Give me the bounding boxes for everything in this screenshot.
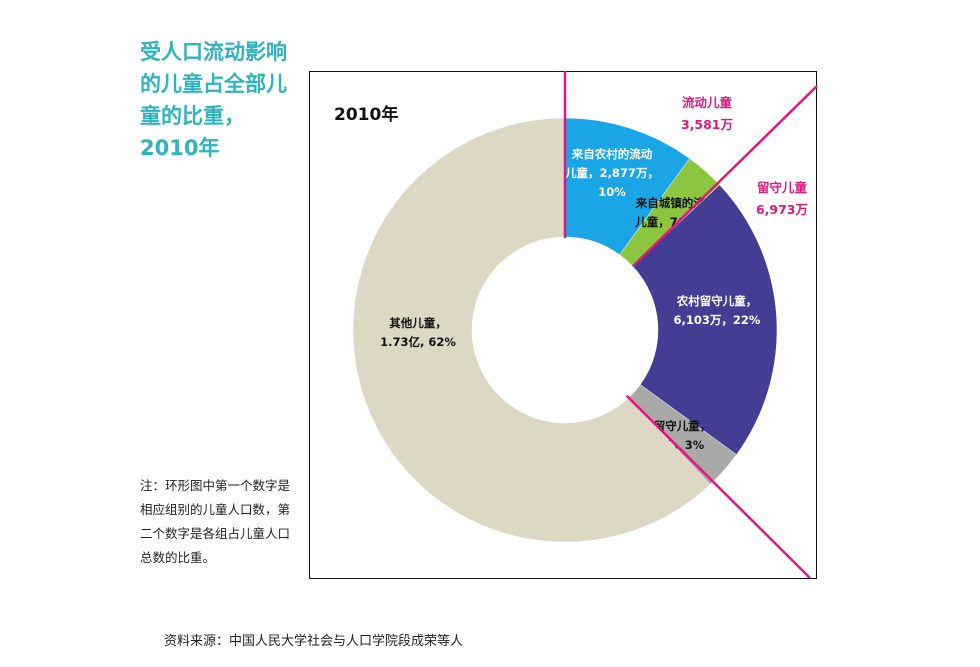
slice-label-3-line-2: 6,103万，22% bbox=[674, 313, 761, 327]
chart-title: 2010年 bbox=[334, 105, 399, 125]
chart-note: 注：环形图中第一个数字是相应组别的儿童人口数，第二个数字是各组占儿童人口总数的比… bbox=[140, 478, 291, 565]
slice-label-1-line-1: 来自农村的流动 bbox=[571, 147, 653, 161]
group-label-name-1: 流动儿童 bbox=[682, 95, 733, 110]
headline-title: 受人口流动影响的儿童占全部儿童的比重，2010年 bbox=[140, 40, 287, 160]
group-label-value-1: 3,581万 bbox=[681, 117, 733, 132]
donut-slice-3 bbox=[632, 184, 778, 455]
slice-label-5-line-2: 1.73亿, 62% bbox=[380, 335, 456, 349]
group-label-value-2: 6,973万 bbox=[756, 202, 808, 217]
group-label-name-2: 留守儿童 bbox=[757, 180, 808, 195]
source-credit: 资料来源：中国人民大学社会与人口学院段成荣等人 bbox=[164, 634, 464, 649]
group-divider-bottom bbox=[625, 394, 811, 579]
slice-label-5-line-1: 其他儿童， bbox=[389, 316, 447, 330]
group-divider-middle bbox=[631, 85, 818, 268]
donut-slice-5 bbox=[352, 117, 711, 543]
slice-label-3-line-1: 农村留守儿童， bbox=[676, 294, 758, 308]
chart-frame bbox=[309, 71, 817, 579]
slice-label-1-line-2: 儿童，2,877万， bbox=[564, 166, 659, 180]
slice-label-1-line-3: 10% bbox=[598, 185, 626, 199]
